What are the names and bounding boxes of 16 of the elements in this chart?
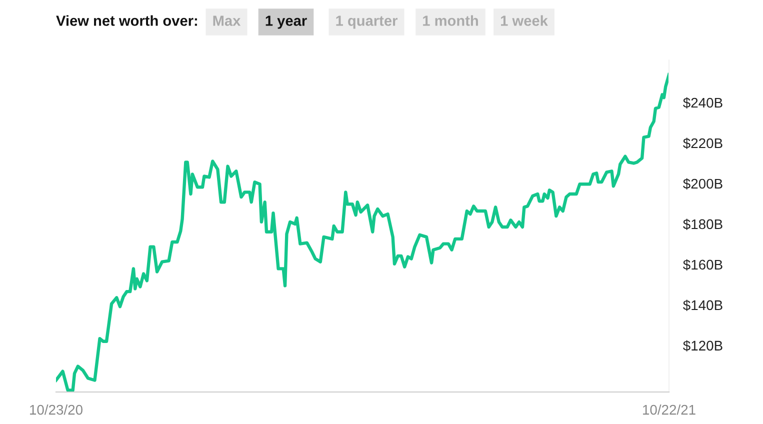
y-tick-label: $200B	[683, 178, 722, 190]
text: 1 year	[266, 16, 307, 29]
text: 1 quarter	[336, 16, 398, 29]
text: Max	[213, 16, 241, 26]
text: 1 month	[423, 15, 478, 26]
y-tick-label: $120B	[683, 340, 722, 352]
y-tick-label: $220B	[683, 138, 722, 149]
y-tick-label: $160B	[683, 259, 722, 270]
x-tick-label: 10/23/20	[30, 404, 82, 415]
text: 1 week	[501, 15, 548, 26]
x-tick-label: 10/22/21	[643, 404, 696, 415]
y-tick-label: $240B	[683, 97, 722, 109]
y-tick-label: $180B	[683, 218, 722, 230]
chart-subtitle: View net worth over:	[56, 15, 197, 26]
line-series	[56, 72, 669, 392]
y-tick-label: $140B	[683, 300, 722, 311]
